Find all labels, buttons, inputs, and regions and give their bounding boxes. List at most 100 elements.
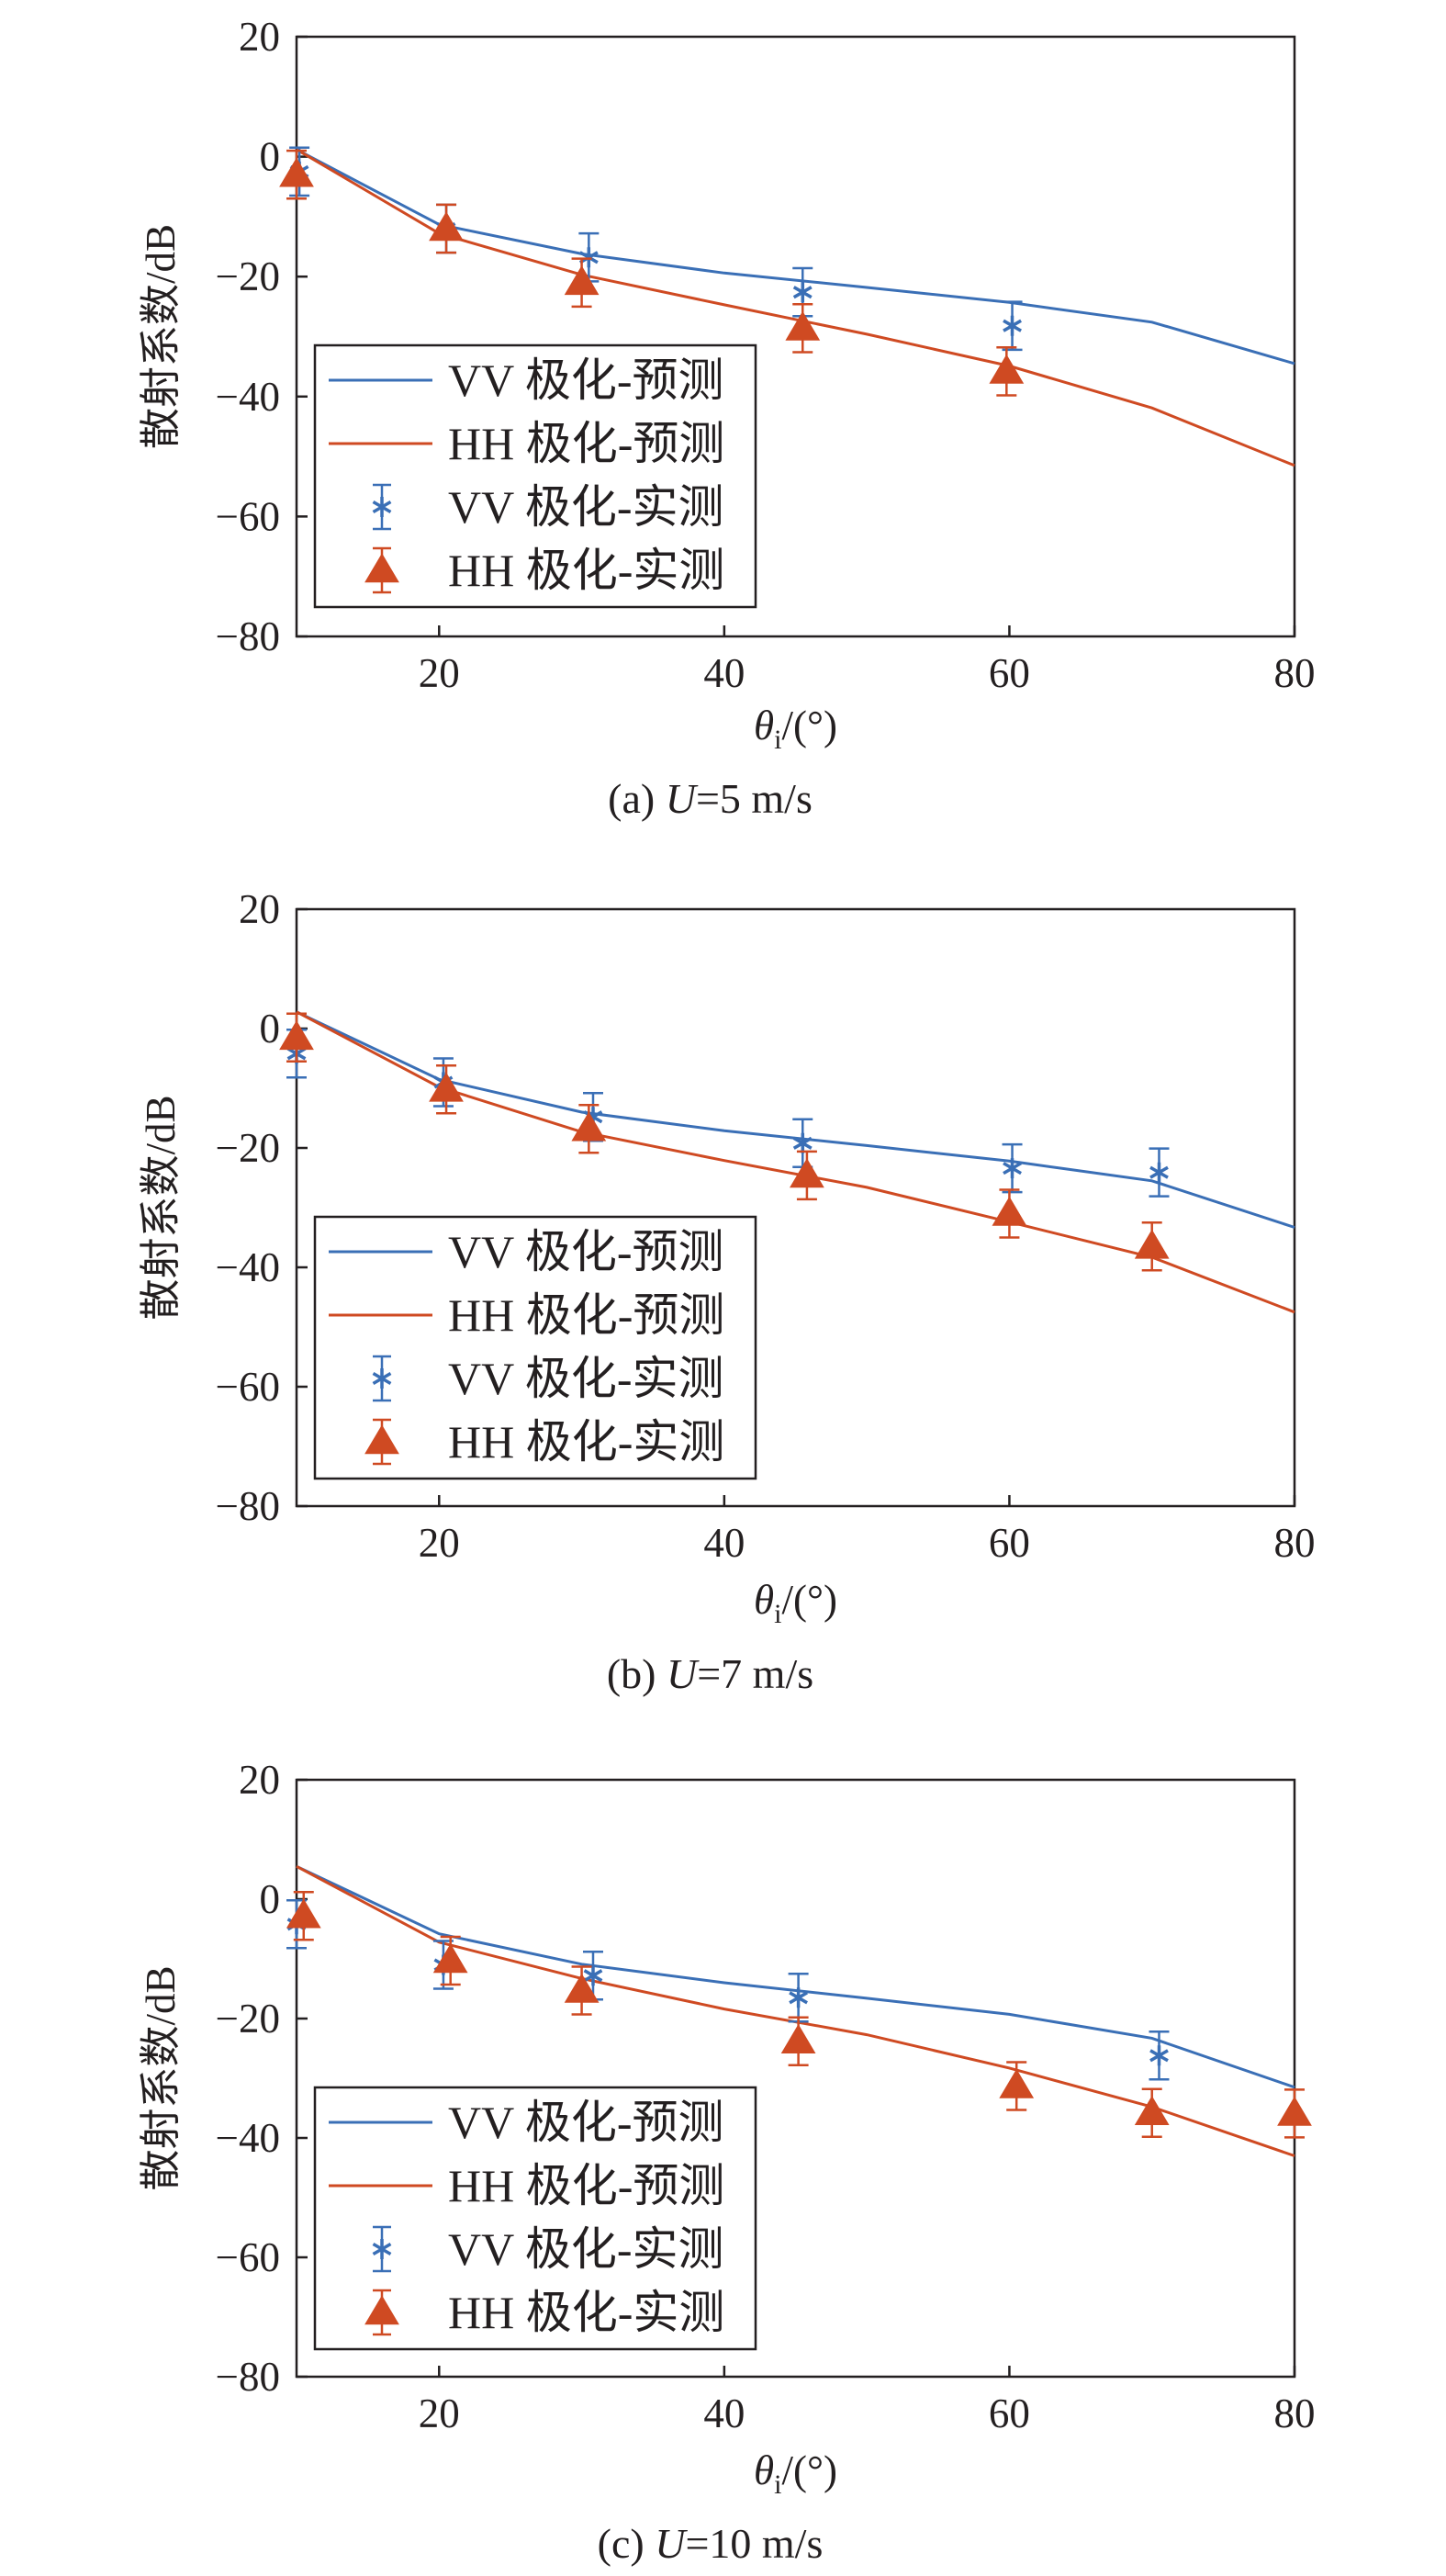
legend-label: VV 极化-实测 — [448, 2223, 723, 2275]
legend-label: HH 极化-预测 — [448, 418, 724, 469]
legend-box — [313, 2086, 757, 2351]
caption-variable: U — [666, 775, 699, 822]
y-tick-label: −60 — [216, 493, 280, 539]
series-measured-3 — [279, 149, 1025, 397]
x-axis-unit: /(°) — [781, 2447, 836, 2493]
x-tick-label: 20 — [419, 650, 460, 696]
legend-swatch-star — [372, 497, 392, 517]
x-tick-label: 60 — [989, 1520, 1030, 1566]
data-point-triangle — [571, 1111, 607, 1142]
plot-frame — [295, 1778, 1296, 2379]
series-measured-3 — [286, 1890, 1312, 2139]
data-point-star — [1003, 315, 1022, 336]
y-tick-label: 20 — [239, 1757, 280, 1803]
y-tick-label: −40 — [216, 1244, 280, 1290]
x-axis-title: θi/(°) — [754, 703, 837, 755]
y-tick-label: −20 — [216, 1996, 280, 2042]
data-point-star — [1149, 2045, 1169, 2066]
x-axis-unit: /(°) — [781, 703, 836, 748]
legend-label: VV 极化-预测 — [448, 1226, 723, 1277]
y-tick-label: −40 — [216, 374, 280, 420]
x-tick-label: 20 — [419, 2390, 460, 2436]
x-axis-title: θi/(°) — [754, 2447, 837, 2500]
x-axis-symbol: θ — [754, 1577, 774, 1623]
caption-variable: U — [667, 1650, 700, 1697]
legend-swatch-triangle — [364, 1424, 399, 1455]
x-tick-label: 60 — [989, 650, 1030, 696]
y-tick-label: −20 — [216, 1125, 280, 1171]
y-tick-label: 20 — [239, 886, 280, 932]
data-point-triangle — [1134, 1229, 1170, 1259]
x-axis-subscript: i — [774, 2469, 781, 2500]
data-point-star — [792, 282, 813, 303]
caption-prefix: (a) — [608, 775, 666, 822]
data-point-triangle — [564, 1973, 600, 2003]
plot-frame — [295, 35, 1296, 638]
chart-panel-a: 20 0 −20 −40 −60 −80 20 40 60 80 散射系数/dB θi/(°) (a) … — [138, 14, 1316, 822]
data-point-star — [1149, 1162, 1169, 1183]
y-tick-label: −20 — [216, 253, 280, 299]
data-point-triangle — [999, 2068, 1035, 2098]
legend-swatch-triangle — [364, 2295, 399, 2325]
x-tick-label: 60 — [989, 2390, 1030, 2436]
legend: VV 极化-预测 HH 极化-预测 VV 极化-实测 HH 极化-实测 — [313, 2086, 757, 2351]
series-line — [296, 1864, 1295, 2089]
data-point-triangle — [286, 1898, 321, 1929]
y-tick-label: −80 — [216, 2354, 280, 2400]
legend-label: HH 极化-预测 — [448, 2160, 724, 2211]
panel-caption: (a) U=5 m/s — [608, 775, 813, 822]
data-point-triangle — [780, 2024, 816, 2053]
legend-box — [313, 343, 757, 609]
x-tick-label: 80 — [1274, 1520, 1316, 1566]
data-point-star — [583, 1965, 603, 1986]
legend-label: HH 极化-实测 — [448, 2287, 724, 2338]
data-point-triangle — [790, 1158, 824, 1188]
legend-swatch-star — [372, 1368, 392, 1389]
data-point-star — [1003, 1158, 1022, 1179]
caption-suffix: =5 m/s — [696, 775, 813, 822]
y-tick-label: −60 — [216, 1364, 280, 1410]
y-axis-title: 散射系数/dB — [138, 1095, 184, 1320]
legend-label: HH 极化-预测 — [448, 1289, 724, 1341]
x-tick-label: 40 — [703, 2390, 745, 2436]
data-point-star — [578, 247, 599, 268]
y-axis-title: 散射系数/dB — [138, 224, 184, 449]
data-point-triangle — [279, 1020, 314, 1051]
series-measured-2 — [286, 1899, 1170, 2081]
x-tick-label: 40 — [703, 650, 745, 696]
x-axis-subscript: i — [774, 725, 781, 755]
x-tick-label: 40 — [703, 1520, 745, 1566]
data-point-triangle — [429, 211, 464, 242]
y-tick-label: 0 — [260, 1006, 281, 1052]
y-tick-label: 0 — [260, 1876, 281, 1922]
data-point-triangle — [992, 1196, 1027, 1226]
panel-caption: (b) U=7 m/s — [607, 1650, 813, 1697]
data-point-star — [789, 1987, 808, 2008]
y-tick-label: 0 — [260, 134, 281, 180]
y-tick-label: −60 — [216, 2234, 280, 2280]
x-axis-symbol: θ — [754, 703, 774, 748]
x-axis-title: θi/(°) — [754, 1577, 837, 1629]
series-line-0 — [296, 148, 1295, 366]
y-tick-label: 20 — [239, 14, 280, 60]
legend: VV 极化-预测 HH 极化-预测 VV 极化-实测 HH 极化-实测 — [313, 1215, 757, 1480]
legend-label: VV 极化-实测 — [448, 481, 723, 533]
series-line — [296, 148, 1295, 366]
series-line — [296, 1010, 1295, 1314]
data-point-triangle — [989, 354, 1025, 384]
legend-label: VV 极化-预测 — [448, 2097, 723, 2148]
y-tick-label: −80 — [216, 1483, 280, 1529]
x-axis-subscript: i — [774, 1599, 781, 1629]
data-point-triangle — [1277, 2096, 1312, 2126]
data-point-triangle — [432, 1943, 468, 1974]
plot-frame — [295, 907, 1296, 1508]
data-point-triangle — [564, 265, 600, 296]
series-measured-2 — [289, 146, 1023, 352]
data-point-triangle — [785, 310, 821, 341]
legend-box — [313, 1215, 757, 1480]
data-point-triangle — [429, 1072, 464, 1102]
x-axis-symbol: θ — [754, 2447, 774, 2493]
x-tick-label: 80 — [1274, 2390, 1316, 2436]
panel-caption: (c) U=10 m/s — [598, 2520, 824, 2567]
legend-label: VV 极化-预测 — [448, 354, 723, 406]
